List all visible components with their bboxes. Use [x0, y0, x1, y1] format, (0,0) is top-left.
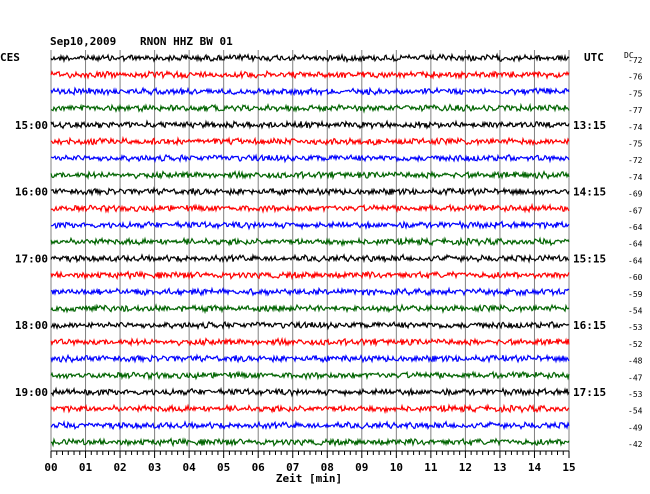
dc-offset-label: -42: [628, 440, 643, 449]
seismic-trace: [50, 52, 570, 64]
x-tick-label: 06: [252, 461, 266, 474]
x-tick-label: 03: [148, 461, 161, 474]
dc-offset-label: -64: [628, 240, 643, 249]
dc-offset-label: -53: [628, 323, 643, 332]
seismic-trace: [50, 219, 570, 231]
dc-offset-label: -47: [628, 373, 643, 382]
seismic-trace: [50, 186, 570, 197]
x-tick-label: 11: [424, 461, 438, 474]
seismic-trace: [50, 169, 570, 181]
seismic-trace: [50, 236, 570, 248]
local-time-label: 18:00: [15, 319, 48, 332]
x-tick-label: 07: [286, 461, 299, 474]
dc-offset-label: -75: [628, 89, 643, 98]
dc-offset-label: -48: [628, 357, 643, 366]
seismic-trace: [50, 403, 570, 415]
dc-offset-label: -67: [628, 206, 643, 215]
dc-offset-label: -53: [628, 390, 643, 399]
x-tick-label: 05: [217, 461, 230, 474]
local-time-label: 17:00: [15, 252, 48, 265]
seismic-trace: [50, 370, 570, 381]
dc-offset-label: -72: [628, 56, 643, 65]
dc-offset-label: -64: [628, 256, 643, 265]
seismic-trace: [50, 102, 570, 114]
minute-gridlines: [50, 50, 570, 451]
dc-offset-label: -76: [628, 73, 643, 82]
seismic-trace: [50, 353, 570, 364]
x-tick-label: 14: [528, 461, 542, 474]
x-tick-label: 12: [459, 461, 472, 474]
x-tick-label: 15: [562, 461, 575, 474]
dc-offset-label: -64: [628, 223, 643, 232]
seismic-trace: [50, 202, 570, 214]
seismic-trace: [50, 437, 570, 448]
dc-offset-label: -69: [628, 190, 643, 199]
timezone-left-label: CES: [0, 51, 20, 64]
local-time-label: 19:00: [15, 386, 48, 399]
dc-offset-label: -59: [628, 290, 643, 299]
x-tick-label: 10: [390, 461, 403, 474]
seismic-trace: [50, 303, 570, 315]
seismic-trace: [50, 69, 570, 80]
x-axis: 00 01 02 03 04 05 06 07 08 09 10 11 12 13 14 15: [44, 450, 576, 474]
seismic-trace: [50, 119, 570, 131]
dc-offset-label: -52: [628, 340, 643, 349]
seismic-trace: [50, 386, 570, 398]
x-tick-label: 09: [355, 461, 368, 474]
dc-offset-label: -74: [628, 123, 643, 132]
dc-offset-label: -75: [628, 140, 643, 149]
seismic-trace: [50, 253, 570, 264]
dc-offset-label: -74: [628, 173, 643, 182]
local-time-label: 16:00: [15, 186, 48, 199]
seismic-trace: [50, 86, 570, 97]
dc-offset-label: -60: [628, 273, 643, 282]
station-label: RNON HHZ BW 01: [140, 35, 233, 48]
seismic-trace: [50, 270, 570, 281]
seismic-trace: [50, 420, 570, 431]
date-label: Sep10,2009: [50, 35, 116, 48]
utc-time-label: 14:15: [573, 186, 606, 199]
seismic-trace: [51, 286, 570, 298]
seismic-traces: [50, 52, 570, 448]
x-axis-title: Zeit [min]: [276, 472, 342, 485]
utc-time-label: 17:15: [573, 386, 606, 399]
x-tick-label: 13: [493, 461, 506, 474]
seismic-trace: [50, 336, 570, 348]
dc-offset-label: -77: [628, 106, 643, 115]
x-tick-label: 02: [113, 461, 126, 474]
x-tick-label: 01: [79, 461, 93, 474]
dc-offset-label: -54: [628, 307, 643, 316]
labels: 15:00 16:00 17:00 18:00 19:00 13:15 14:15 15:15…: [15, 56, 643, 449]
dc-offset-label: -49: [628, 423, 643, 432]
dc-offset-label: -72: [628, 156, 643, 165]
seismic-trace: [50, 135, 570, 147]
seismic-trace: [50, 153, 570, 164]
dc-label: DC: [624, 51, 634, 60]
seismic-trace: [50, 320, 570, 331]
utc-time-label: 16:15: [573, 319, 606, 332]
utc-time-label: 13:15: [573, 119, 606, 132]
x-tick-label: 00: [44, 461, 57, 474]
x-tick-label: 08: [321, 461, 334, 474]
dc-offset-label: -54: [628, 407, 643, 416]
x-tick-label: 04: [183, 461, 197, 474]
timezone-right-label: UTC: [584, 51, 604, 64]
local-time-label: 15:00: [15, 119, 48, 132]
utc-time-label: 15:15: [573, 252, 606, 265]
